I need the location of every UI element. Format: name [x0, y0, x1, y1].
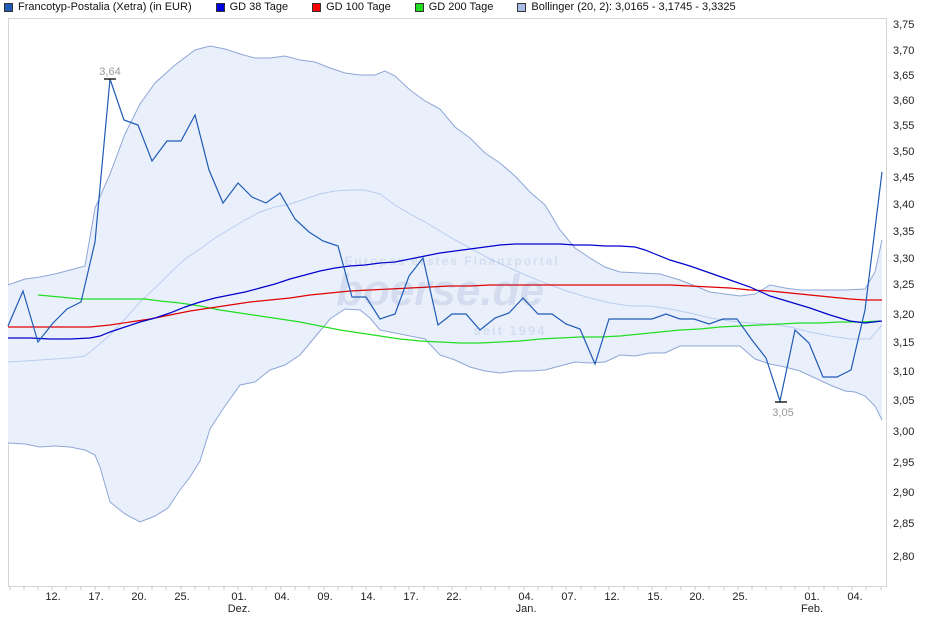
x-tick: 04.	[274, 591, 289, 603]
bollinger-lower-line	[7, 308, 883, 523]
y-tick: 3,65	[893, 70, 914, 82]
y-tick: 3,60	[893, 95, 914, 107]
x-tick: 20.	[689, 591, 704, 603]
x-tick-month: Jan.	[516, 603, 537, 615]
x-tick: 15.	[647, 591, 662, 603]
x-axis: 12. 17. 20. 25. 01. Dez. 04. 09. 14. 17.…	[45, 591, 862, 615]
y-tick: 3,40	[893, 199, 914, 211]
x-axis-minor-ticks	[9, 587, 882, 590]
bollinger-middle-line	[7, 189, 883, 363]
x-tick-month: Dez.	[228, 603, 251, 615]
x-tick: 01.	[231, 591, 246, 603]
watermark-brand: boerse.de	[336, 266, 544, 315]
gd200-line	[37, 294, 881, 344]
watermark: Europas erstes Finanzportal boerse.de se…	[336, 254, 559, 338]
x-tick: 14.	[360, 591, 375, 603]
y-tick: 3,10	[893, 366, 914, 378]
y-tick: 3,75	[893, 19, 914, 31]
y-tick: 3,20	[893, 309, 914, 321]
legend-item-gd100: GD 100 Tage	[308, 1, 391, 13]
watermark-tagline: Europas erstes Finanzportal	[344, 254, 559, 268]
x-tick: 12.	[604, 591, 619, 603]
x-tick: 04.	[847, 591, 862, 603]
high-label: 3,64	[99, 66, 120, 78]
y-tick: 3,05	[893, 395, 914, 407]
legend-label-gd100: GD 100 Tage	[326, 1, 391, 13]
watermark-since: seit 1994	[474, 323, 547, 338]
legend-item-gd200: GD 200 Tage	[411, 1, 494, 13]
legend-label-gd38: GD 38 Tage	[229, 1, 289, 13]
legend-label-gd200: GD 200 Tage	[428, 1, 494, 13]
legend-label-price: Francotyp-Postalia (Xetra) (in EUR)	[18, 1, 192, 13]
legend-swatch-gd38	[215, 2, 225, 12]
y-tick: 3,00	[893, 426, 914, 438]
y-tick: 3,25	[893, 279, 914, 291]
legend-swatch-gd200	[414, 2, 424, 12]
gd38-line	[8, 243, 883, 340]
y-tick: 3,45	[893, 172, 914, 184]
legend-swatch-bollinger	[517, 2, 527, 12]
y-tick: 3,50	[893, 146, 914, 158]
x-tick: 25.	[174, 591, 189, 603]
x-tick: 07.	[561, 591, 576, 603]
y-tick: 2,90	[893, 487, 914, 499]
x-tick: 22.	[446, 591, 461, 603]
bollinger-band-fill	[8, 46, 882, 522]
legend-swatch-price	[4, 2, 13, 12]
chart-legend: Francotyp-Postalia (Xetra) (in EUR) GD 3…	[0, 0, 736, 14]
y-tick: 3,70	[893, 45, 914, 57]
x-tick: 09.	[317, 591, 332, 603]
y-tick: 2,85	[893, 518, 914, 530]
y-tick: 2,95	[893, 457, 914, 469]
y-tick: 3,15	[893, 337, 914, 349]
x-tick: 04.	[518, 591, 533, 603]
legend-item-price: Francotyp-Postalia (Xetra) (in EUR)	[0, 1, 192, 13]
y-tick: 3,35	[893, 226, 914, 238]
low-label: 3,05	[772, 407, 793, 419]
legend-item-bollinger: Bollinger (20, 2): 3,0165 - 3,1745 - 3,3…	[513, 1, 736, 13]
legend-swatch-gd100	[312, 2, 322, 12]
legend-item-gd38: GD 38 Tage	[212, 1, 289, 13]
x-tick: 12.	[45, 591, 60, 603]
x-tick-month: Feb.	[801, 603, 823, 615]
bollinger-upper-line	[7, 45, 883, 297]
y-tick: 3,55	[893, 120, 914, 132]
y-axis: 3,75 3,70 3,65 3,60 3,55 3,50 3,45 3,40 …	[893, 19, 914, 563]
x-tick: 25.	[732, 591, 747, 603]
y-tick: 3,30	[893, 253, 914, 265]
price-line	[7, 78, 883, 404]
x-tick: 01.	[804, 591, 819, 603]
y-tick: 2,80	[893, 551, 914, 563]
legend-label-bollinger: Bollinger (20, 2): 3,0165 - 3,1745 - 3,3…	[531, 1, 736, 13]
x-tick: 17.	[88, 591, 103, 603]
x-tick: 17.	[403, 591, 418, 603]
x-tick: 20.	[131, 591, 146, 603]
